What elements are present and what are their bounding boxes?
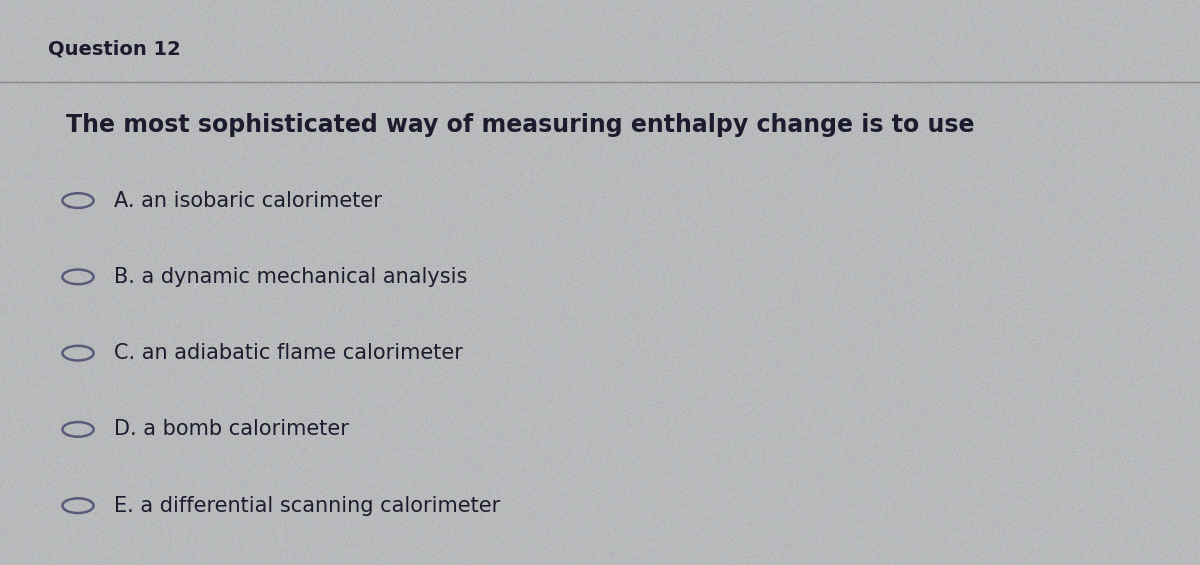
- Text: E. a differential scanning calorimeter: E. a differential scanning calorimeter: [114, 496, 500, 516]
- Text: The most sophisticated way of measuring enthalpy change is to use: The most sophisticated way of measuring …: [66, 113, 974, 137]
- Text: D. a bomb calorimeter: D. a bomb calorimeter: [114, 419, 349, 440]
- Text: C. an adiabatic flame calorimeter: C. an adiabatic flame calorimeter: [114, 343, 463, 363]
- Text: Question 12: Question 12: [48, 40, 181, 59]
- Text: A. an isobaric calorimeter: A. an isobaric calorimeter: [114, 190, 382, 211]
- Text: B. a dynamic mechanical analysis: B. a dynamic mechanical analysis: [114, 267, 467, 287]
